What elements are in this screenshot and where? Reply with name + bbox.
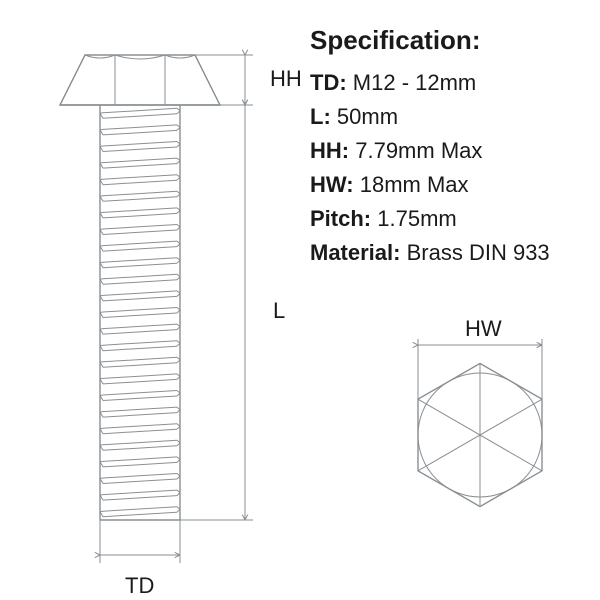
spec-key: L: [310, 104, 331, 129]
spec-key: TD: [310, 70, 347, 95]
spec-value: 1.75mm [377, 206, 456, 231]
spec-row: HW: 18mm Max [310, 168, 585, 202]
spec-key: Material: [310, 240, 400, 265]
spec-value: Brass DIN 933 [407, 240, 550, 265]
spec-row: TD: M12 - 12mm [310, 66, 585, 100]
specification-title: Specification: [310, 25, 585, 56]
spec-row: Material: Brass DIN 933 [310, 236, 585, 270]
label-hw: HW [465, 316, 502, 342]
bolt-side-svg [20, 30, 300, 590]
spec-row: L: 50mm [310, 100, 585, 134]
spec-key: Pitch: [310, 206, 371, 231]
spec-value: 7.79mm Max [355, 138, 482, 163]
label-hh: HH [270, 66, 302, 92]
figure-container: HH L TD Specification: TD: M12 - 12mmL: … [0, 0, 600, 600]
specification-block: Specification: TD: M12 - 12mmL: 50mmHH: … [310, 25, 585, 271]
label-l: L [273, 298, 285, 324]
bolt-side-view: HH L TD [20, 30, 300, 580]
hex-top-view: HW [390, 310, 570, 510]
spec-value: 18mm Max [360, 172, 469, 197]
spec-key: HH: [310, 138, 349, 163]
spec-key: HW: [310, 172, 354, 197]
spec-row: Pitch: 1.75mm [310, 202, 585, 236]
spec-value: 50mm [337, 104, 398, 129]
label-td: TD [125, 573, 154, 599]
spec-row: HH: 7.79mm Max [310, 134, 585, 168]
spec-value: M12 - 12mm [353, 70, 476, 95]
